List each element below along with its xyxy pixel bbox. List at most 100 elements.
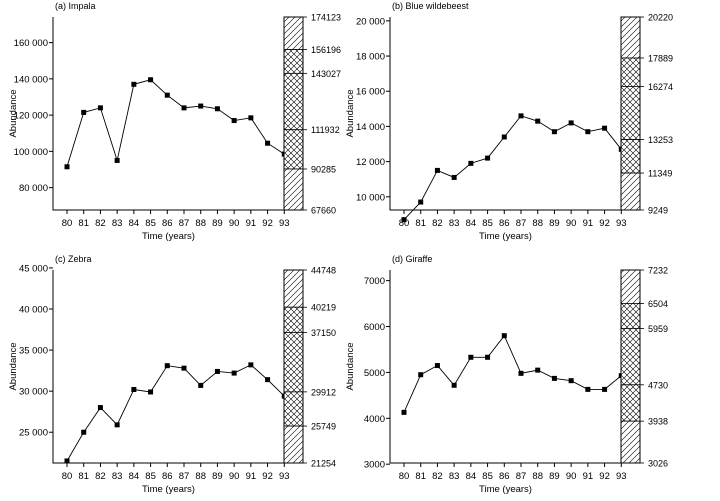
band-label: 16274 [648,82,673,92]
x-tick-label: 88 [532,218,543,229]
data-point [131,387,137,393]
x-tick-label: 82 [95,471,106,482]
band-segment [620,269,641,304]
y-tick-label: 160 000 [14,38,48,49]
band-label: 21254 [311,459,336,469]
x-axis-label: Time (years) [479,231,532,242]
data-point [214,106,220,112]
x-tick-label: 91 [583,218,594,229]
x-tick-label: 91 [246,471,257,482]
band-label: 40219 [311,303,336,313]
x-tick-label: 80 [62,218,73,229]
x-tick-label: 81 [78,471,89,482]
axis-frame [52,17,284,211]
y-tick-label: 18 000 [356,52,385,63]
band-segment [283,425,304,464]
y-tick-label: 10 000 [356,192,385,203]
band-segment [620,384,641,422]
band-label: 29912 [311,387,336,397]
x-tick-label: 84 [466,471,477,482]
band-segment [283,168,304,211]
band-label: 11349 [648,169,672,179]
data-point [231,118,237,124]
data-point [518,370,524,376]
x-tick-label: 87 [516,218,527,229]
data-point [568,378,574,384]
x-tick-label: 84 [129,471,140,482]
panel-title: (d) Giraffe [392,254,432,264]
data-point [551,375,557,381]
axis-frame [389,270,621,464]
band-label: 67660 [311,206,336,216]
data-point [451,382,457,388]
axis-frame [52,270,284,464]
y-tick-label: 40 000 [19,305,48,316]
data-point [164,92,170,98]
x-tick-label: 90 [566,218,577,229]
band-segment [620,303,641,329]
data-point [585,129,591,135]
x-axis-label: Time (years) [479,484,532,495]
band-label: 6504 [648,299,668,309]
data-point [214,368,220,374]
data-point [434,363,440,369]
band-segment [620,328,641,386]
data-point [535,118,541,124]
y-tick-label: 4000 [364,414,385,425]
y-tick-label: 30 000 [19,387,48,398]
x-tick-label: 91 [583,471,594,482]
data-point [81,109,87,115]
x-tick-label: 93 [279,218,290,229]
y-axis-label: Abundance [345,89,356,137]
band-outline [620,16,641,211]
data-point [518,113,524,119]
data-point [64,164,70,170]
y-tick-label: 7000 [364,276,385,287]
x-tick-label: 92 [599,471,610,482]
data-point [401,217,407,223]
data-point [181,105,187,111]
band-label: 156196 [311,45,341,55]
x-tick-label: 85 [145,218,156,229]
data-point [231,370,237,376]
band-segment [620,172,641,211]
x-tick-label: 82 [95,218,106,229]
x-tick-label: 86 [162,471,173,482]
band-segment [283,391,304,427]
band-label: 25749 [311,422,336,432]
band-label: 174123 [311,13,341,23]
data-point [248,362,254,368]
band-segment [283,16,304,50]
band-label: 37150 [311,328,336,338]
band-segment [283,49,304,74]
y-tick-label: 25 000 [19,428,48,439]
band-segment [283,129,304,170]
band-label: 13253 [648,135,673,145]
y-axis-label: Abundance [8,89,19,137]
x-axis-label: Time (years) [142,484,195,495]
x-tick-label: 81 [415,471,426,482]
data-point [114,157,120,163]
x-tick-label: 88 [195,218,206,229]
data-point [97,405,103,411]
data-point [148,389,154,395]
data-point [434,167,440,173]
x-tick-label: 87 [179,218,190,229]
x-tick-label: 84 [466,218,477,229]
x-tick-label: 83 [112,218,123,229]
x-tick-label: 85 [482,218,493,229]
x-tick-label: 83 [112,471,123,482]
data-point [181,365,187,371]
y-tick-label: 16 000 [356,87,385,98]
panel-3: (d) Giraffe 3000 4000 5000 6000 7000 Abundance… [345,254,668,495]
x-tick-label: 80 [399,218,410,229]
data-point [468,160,474,166]
data-point [468,354,474,360]
band-outline [283,269,304,464]
x-tick-label: 87 [179,471,190,482]
band-label: 7232 [648,266,668,276]
x-tick-label: 91 [246,218,257,229]
band-segment [283,269,304,308]
y-tick-label: 20 000 [356,16,385,27]
